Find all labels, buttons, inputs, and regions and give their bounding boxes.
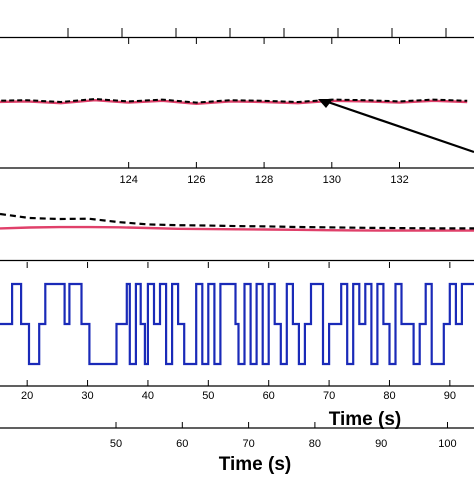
inset-tick-label-128: 128	[255, 174, 273, 186]
bottom-tick-label-90: 90	[375, 438, 387, 450]
response-series-1-line	[0, 212, 474, 230]
bottom-tick-label-80: 80	[309, 438, 321, 450]
inset-tick-label-132: 132	[390, 174, 408, 186]
top-strip-panel	[0, 28, 474, 39]
inset-series-0-line	[0, 98, 468, 106]
inset-series-1-line	[0, 97, 468, 104]
prbs-series-line	[0, 282, 474, 366]
bottom-tick-label-70: 70	[242, 438, 254, 450]
prbs-tick-label-40: 40	[142, 390, 154, 402]
prbs-tick-label-20: 20	[21, 390, 33, 402]
bottom-tick-label-100: 100	[438, 438, 456, 450]
prbs-tick-label-80: 80	[383, 390, 395, 402]
bottom-axis-panel: 50 60 70 80 90 100 Time (s)	[0, 422, 474, 475]
inset-tick-label-124: 124	[119, 174, 137, 186]
prbs-tick-label-50: 50	[202, 390, 214, 402]
prbs-tick-label-30: 30	[81, 390, 93, 402]
inset-tick-label-130: 130	[323, 174, 341, 186]
prbs-tick-label-90: 90	[444, 390, 456, 402]
prbs-tick-label-70: 70	[323, 390, 335, 402]
response-panel	[0, 212, 474, 262]
prbs-x-axis-title: Time (s)	[329, 409, 402, 430]
bottom-x-axis-title: Time (s)	[219, 454, 292, 474]
bottom-tick-label-50: 50	[110, 438, 122, 450]
zoom-inset-panel: 124 126 128 130 132	[0, 38, 474, 186]
annotation-arrow-line	[321, 98, 474, 154]
annotation-arrow-head	[318, 99, 333, 108]
bottom-tick-label-60: 60	[176, 438, 188, 450]
prbs-tick-label-60: 60	[263, 390, 275, 402]
response-series-0-line	[0, 225, 474, 232]
prbs-input-panel: 20 30 40 50 60 70 80 90 Time (s)	[0, 262, 474, 430]
inset-tick-label-126: 126	[187, 174, 205, 186]
